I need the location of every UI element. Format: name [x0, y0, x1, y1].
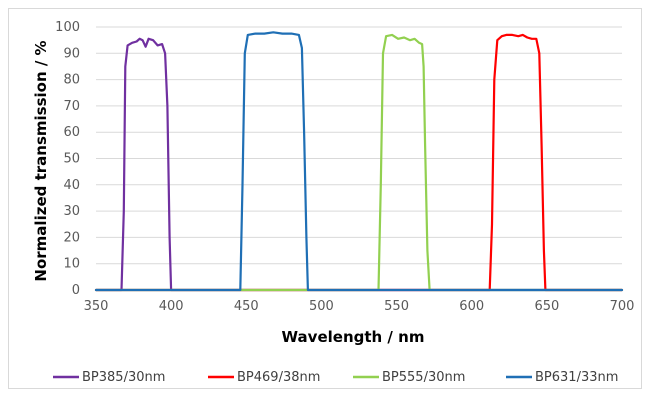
y-tick-label: 50: [63, 152, 80, 167]
y-tick-label: 100: [55, 20, 80, 35]
series-line-1: [94, 37, 624, 292]
legend-label: BP469/38nm: [237, 370, 320, 385]
y-tick-label: 80: [63, 73, 80, 88]
y-tick-label: 0: [72, 283, 80, 298]
x-tick-label: 400: [159, 299, 184, 314]
y-axis-title: Normalized transmission / %: [32, 40, 50, 281]
y-tick-label: 90: [63, 46, 80, 61]
series-line-4: [94, 31, 624, 292]
legend: BP385/30nm BP469/38nm BP555/30nm BP631/33nm: [53, 370, 618, 385]
x-tick-labels: 350 400 450 500 550 600 650 700: [84, 299, 635, 314]
x-tick-label: 650: [534, 299, 559, 314]
x-tick-label: 350: [84, 299, 109, 314]
chart-svg: 0 10 20 30 40 50 60 70 80 90 100 350 400 450 500 550 60…: [32, 20, 635, 385]
x-tick-label: 550: [384, 299, 409, 314]
y-tick-labels: 0 10 20 30 40 50 60 70 80 90 100: [55, 20, 80, 298]
y-tick-label: 20: [63, 230, 80, 245]
gridlines: [96, 26, 622, 291]
x-tick-label: 700: [610, 299, 635, 314]
chart-frame: 0 10 20 30 40 50 60 70 80 90 100 350 400 450 500 550 60…: [8, 8, 642, 389]
series-line-3: [94, 33, 624, 292]
x-axis-title: Wavelength / nm: [282, 328, 425, 346]
series-line-2: [94, 33, 624, 292]
y-tick-label: 10: [63, 257, 80, 272]
series-layer: [94, 31, 624, 292]
y-tick-label: 70: [63, 99, 80, 114]
legend-label: BP631/33nm: [535, 370, 618, 385]
y-tick-label: 60: [63, 125, 80, 140]
x-tick-label: 500: [309, 299, 334, 314]
y-tick-label: 40: [63, 178, 80, 193]
legend-label: BP555/30nm: [382, 370, 465, 385]
x-tick-label: 600: [459, 299, 484, 314]
x-tick-label: 450: [234, 299, 259, 314]
legend-label: BP385/30nm: [82, 370, 165, 385]
y-tick-label: 30: [63, 204, 80, 219]
